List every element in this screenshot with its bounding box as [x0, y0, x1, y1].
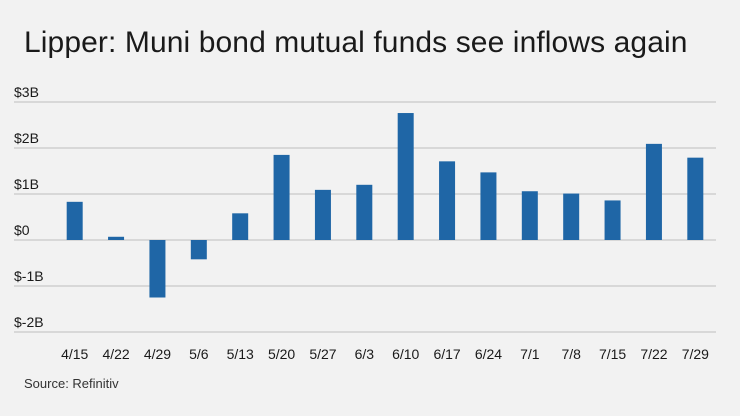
bar [190, 240, 207, 260]
bar [108, 236, 125, 240]
bar [439, 161, 456, 240]
x-tick-label: 6/10 [392, 346, 419, 362]
bar [66, 201, 83, 240]
bar [314, 189, 331, 240]
y-tick-label: $1B [14, 176, 39, 192]
y-tick-label: $3B [14, 84, 39, 100]
bar [397, 113, 414, 240]
x-tick-label: 5/13 [227, 346, 254, 362]
bar [356, 184, 373, 240]
bar [563, 193, 580, 240]
bar [149, 240, 166, 298]
bar [232, 213, 249, 240]
x-tick-label: 4/15 [61, 346, 88, 362]
bar [480, 172, 497, 240]
x-tick-label: 7/1 [520, 346, 540, 362]
x-tick-label: 4/29 [144, 346, 171, 362]
x-tick-label: 4/22 [102, 346, 129, 362]
y-tick-label: $0 [14, 222, 30, 238]
y-tick-label: $-2B [14, 314, 44, 330]
bar [645, 143, 662, 240]
chart-title: Lipper: Muni bond mutual funds see inflo… [24, 26, 688, 59]
x-tick-label: 7/15 [599, 346, 626, 362]
bar [687, 157, 704, 240]
source-note: Source: Refinitiv [24, 376, 119, 391]
x-tick-label: 6/3 [355, 346, 375, 362]
x-tick-label: 5/20 [268, 346, 295, 362]
x-tick-label: 7/29 [682, 346, 709, 362]
x-tick-label: 5/6 [189, 346, 209, 362]
x-tick-label: 6/17 [433, 346, 460, 362]
x-tick-label: 6/24 [475, 346, 502, 362]
y-tick-label: $-1B [14, 268, 44, 284]
x-tick-label: 5/27 [309, 346, 336, 362]
x-tick-label: 7/8 [561, 346, 581, 362]
x-tick-label: 7/22 [640, 346, 667, 362]
y-tick-label: $2B [14, 130, 39, 146]
bar [521, 191, 538, 240]
bar [273, 154, 290, 240]
bar [604, 200, 621, 240]
